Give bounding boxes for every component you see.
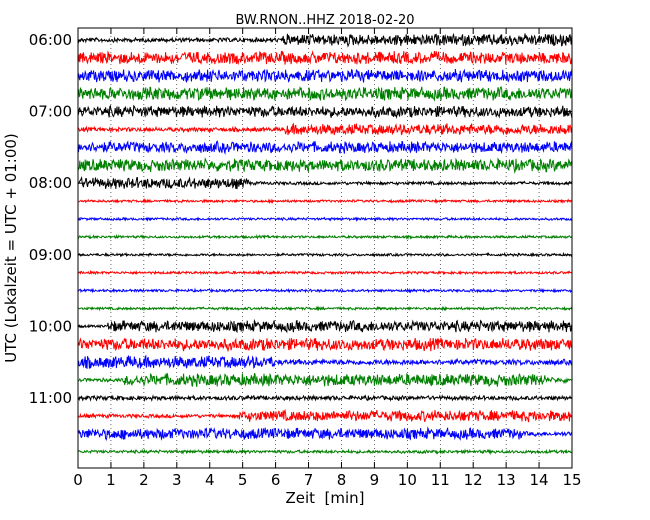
y-tick-label: 11:00 <box>29 389 72 407</box>
trace-0815 <box>77 197 573 205</box>
traces <box>77 32 573 456</box>
trace-0730 <box>77 140 573 156</box>
trace-1100 <box>77 394 573 403</box>
x-tick-label: 2 <box>139 471 149 489</box>
x-axis-ticks: 0 1 2 3 4 5 6 7 8 9 10 11 12 13 14 15 <box>73 28 582 489</box>
trace-0700 <box>77 104 573 120</box>
trace-0715 <box>77 122 573 136</box>
trace-0615 <box>77 50 573 66</box>
trace-1115 <box>77 408 573 423</box>
x-tick-label: 13 <box>497 471 516 489</box>
trace-0845 <box>77 233 573 240</box>
x-tick-label: 11 <box>431 471 450 489</box>
y-tick-label: 10:00 <box>29 317 72 335</box>
trace-0745 <box>77 157 573 174</box>
trace-1145 <box>77 448 573 456</box>
trace-1045 <box>77 372 573 388</box>
x-tick-label: 14 <box>530 471 549 489</box>
x-tick-label: 1 <box>106 471 116 489</box>
plot-frame <box>77 27 573 469</box>
trace-0945 <box>77 305 573 312</box>
trace-0900 <box>77 251 573 258</box>
x-tick-label: 8 <box>337 471 347 489</box>
y-axis-label: UTC (Lokalzeit = UTC + 01:00) <box>2 133 20 363</box>
y-tick-label: 09:00 <box>29 246 72 264</box>
y-tick-label: 07:00 <box>29 103 72 121</box>
trace-1015 <box>77 337 573 353</box>
grid-lines <box>110 28 540 468</box>
trace-0645 <box>77 85 573 102</box>
trace-0800 <box>77 175 573 190</box>
trace-1030 <box>77 354 573 369</box>
x-axis-label: Zeit [min] <box>285 489 364 507</box>
x-tick-label: 3 <box>172 471 182 489</box>
y-tick-label: 08:00 <box>29 174 72 192</box>
chart-title: BW.RNON..HHZ 2018-02-20 <box>235 13 414 28</box>
x-tick-label: 10 <box>398 471 417 489</box>
x-tick-label: 5 <box>238 471 248 489</box>
trace-0930 <box>77 287 573 294</box>
trace-1130 <box>78 426 573 442</box>
trace-0630 <box>77 68 573 84</box>
x-tick-label: 12 <box>464 471 483 489</box>
trace-0915 <box>77 269 573 276</box>
x-tick-label: 9 <box>370 471 380 489</box>
x-tick-label: 0 <box>73 471 83 489</box>
x-tick-label: 15 <box>562 471 581 489</box>
trace-0830 <box>77 216 573 223</box>
y-tick-label: 06:00 <box>29 31 72 49</box>
y-axis-ticks: 06:00 07:00 08:00 09:00 10:00 11:00 <box>29 31 572 407</box>
trace-1000 <box>77 318 573 334</box>
x-tick-label: 7 <box>304 471 314 489</box>
x-tick-label: 6 <box>271 471 281 489</box>
x-tick-label: 4 <box>205 471 215 489</box>
trace-0600 <box>77 32 573 48</box>
